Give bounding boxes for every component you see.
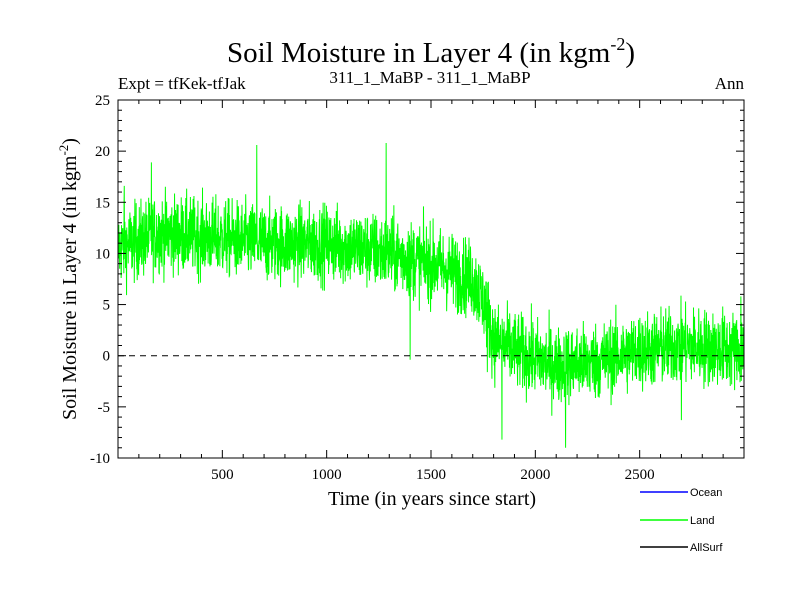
axis-ticks <box>118 100 744 458</box>
x-tick-label: 2000 <box>520 467 550 483</box>
chart-title-close: ) <box>625 37 635 69</box>
y-tick-label: 10 <box>95 246 110 262</box>
x-axis-label: Time (in years since start) <box>328 488 536 510</box>
x-tick-label: 2500 <box>625 467 655 483</box>
y-tick-label: 20 <box>95 144 110 160</box>
y-tick-label: 15 <box>95 195 110 211</box>
legend-item-land: Land <box>640 515 714 527</box>
y-tick-label: 5 <box>103 298 111 314</box>
series-layer <box>117 142 745 448</box>
legend-label: Ocean <box>690 487 722 499</box>
x-tick-labels: 500 1000 1500 2000 2500 <box>211 467 655 483</box>
x-tick-label: 500 <box>211 467 234 483</box>
chart-title-main: Soil Moisture in Layer 4 (in kgm <box>227 37 611 69</box>
y-tick-label: -5 <box>98 400 111 416</box>
y-axis-label-main: Soil Moisture in Layer 4 (in kgm <box>59 155 81 420</box>
y-axis-label-superscript: -2 <box>56 145 71 156</box>
legend-label: Land <box>690 515 714 527</box>
chart-title: Soil Moisture in Layer 4 (in kgm-2) <box>227 34 635 69</box>
x-tick-label: 1000 <box>312 467 342 483</box>
y-axis-label-close: ) <box>59 138 81 145</box>
period-label: 311_1_MaBP - 311_1_MaBP <box>329 68 530 87</box>
legend-item-allsurf: AllSurf <box>640 542 723 554</box>
y-tick-label: 0 <box>103 349 111 365</box>
y-tick-label: 25 <box>95 93 110 109</box>
legend-label: AllSurf <box>690 542 723 554</box>
y-axis-label: Soil Moisture in Layer 4 (in kgm-2) <box>56 138 81 420</box>
y-tick-label: -10 <box>90 451 110 467</box>
chart-title-superscript: -2 <box>610 34 625 54</box>
season-label: Ann <box>715 74 745 93</box>
x-tick-label: 1500 <box>416 467 446 483</box>
y-tick-labels: -10 -5 0 5 10 15 20 25 <box>90 93 110 467</box>
experiment-label: Expt = tfKek-tfJak <box>118 74 246 93</box>
legend-item-ocean: Ocean <box>640 487 722 499</box>
legend: Ocean Land AllSurf <box>640 487 723 554</box>
series-line-land <box>117 142 745 448</box>
plot-area: 500 1000 1500 2000 2500 -10 -5 0 5 10 15 20 25 <box>90 93 745 483</box>
